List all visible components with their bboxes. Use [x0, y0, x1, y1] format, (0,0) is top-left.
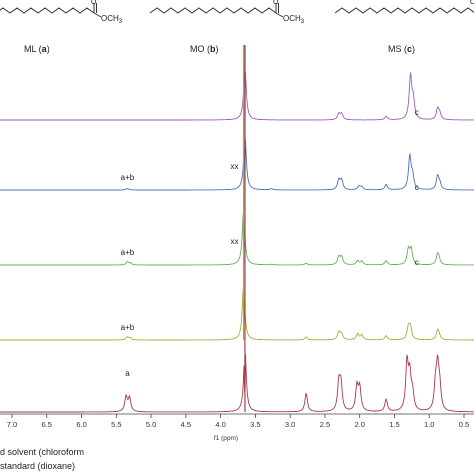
x-tick-label-2: 6.0 [76, 420, 86, 429]
annotation-4-1: a+b [121, 323, 135, 332]
x-tick-label-3: 5.5 [111, 420, 121, 429]
x-tick-label-7: 3.5 [250, 420, 260, 429]
structure-ml-molecule-icon [0, 3, 102, 18]
spectrum-trace-1 [0, 70, 474, 121]
structure-ms-carbonyl-label: O [470, 0, 474, 6]
x-axis-label: f1 (ppm) [214, 435, 238, 442]
x-tick-label-5: 4.5 [181, 420, 191, 429]
footnote-solvent: d solvent (chloroform [0, 447, 84, 457]
spectrum-trace-2 [0, 139, 474, 191]
structure-mo-label: MO (b) [190, 44, 219, 54]
spectrum-trace-3 [0, 214, 474, 266]
x-tick-label-12: 1.0 [424, 420, 434, 429]
peak-annotations: a+b c a+b xx c a+b xx c a [121, 108, 419, 378]
x-tick-label-4: 5.0 [146, 420, 156, 429]
annotation-4-3: c [415, 258, 419, 267]
x-axis-ticks: 7.0 6.5 6.0 5.5 5.0 4.5 4.0 3.5 3.0 2.5 2.0 1.5 1.0 0… [7, 414, 469, 429]
x-tick-label-10: 2.0 [354, 420, 364, 429]
annotation-3-1: a+b [121, 248, 135, 257]
x-tick-label-11: 1.5 [389, 420, 399, 429]
spectrum-trace-5 [0, 354, 474, 413]
structure-mo-ester-label: OCH3 [283, 14, 305, 25]
annotation-2-2: c [415, 108, 419, 117]
annotation-5-1: a [125, 369, 130, 378]
structure-ms-label: MS (c) [388, 44, 415, 54]
spectrum-trace-4 [0, 289, 474, 341]
structure-mo-carbonyl-label: O [273, 0, 279, 6]
x-tick-label-9: 2.5 [320, 420, 330, 429]
spectra-traces [0, 45, 474, 413]
annotation-4-2: xx [231, 237, 239, 246]
x-tick-label-8: 3.0 [285, 420, 295, 429]
structure-mo-molecule-icon [149, 3, 284, 18]
structure-ml-label: ML (a) [24, 44, 50, 54]
x-tick-label-6: 4.0 [215, 420, 225, 429]
annotation-2-1: a+b [121, 173, 135, 182]
x-tick-label-1: 6.5 [42, 420, 52, 429]
x-tick-label-13: 0.5 [459, 420, 469, 429]
footnote-standard: standard (dioxane) [0, 461, 75, 471]
annotation-3-2: xx [231, 162, 239, 171]
structure-ms-molecule-icon [334, 7, 474, 14]
structure-ml-carbonyl-label: O [91, 0, 97, 6]
structure-ml-ester-label: OCH3 [101, 14, 123, 25]
x-tick-label-0: 7.0 [7, 420, 17, 429]
annotation-3-3: c [415, 183, 419, 192]
